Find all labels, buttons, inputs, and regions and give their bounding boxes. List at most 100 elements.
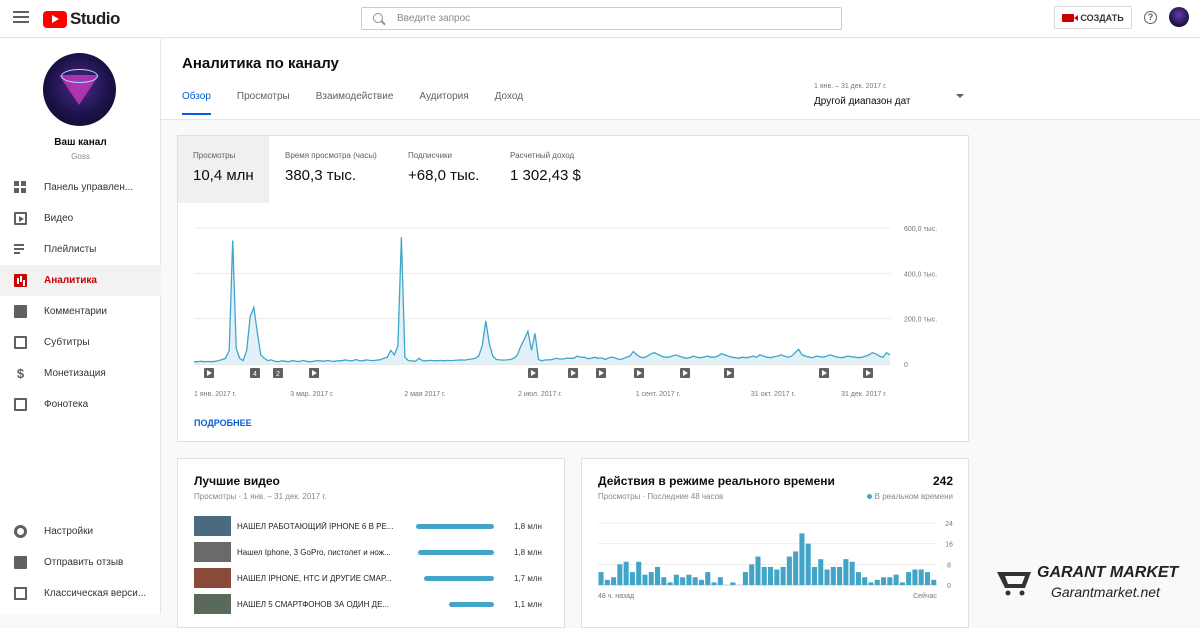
sidebar-item-audio-library[interactable]: Фонотека xyxy=(0,389,161,420)
tab-views[interactable]: Просмотры xyxy=(236,91,290,102)
analytics-header: Аналитика по каналу Обзор Просмотры Взаи… xyxy=(161,39,1200,120)
tab-audience[interactable]: Аудитория xyxy=(419,91,469,102)
realtime-bar xyxy=(799,533,805,585)
sidebar-item-subtitles[interactable]: Субтитры xyxy=(0,327,161,358)
tab-revenue[interactable]: Доход xyxy=(494,91,524,102)
views-area xyxy=(194,237,890,364)
views-bar xyxy=(448,602,494,607)
realtime-bar xyxy=(805,543,811,585)
date-range-picker[interactable]: 1 янв. – 31 дек. 2017 г. Другой диапазон… xyxy=(814,83,964,107)
x-tick-label: 31 дек. 2017 г. xyxy=(841,391,887,398)
list-item[interactable]: НАШЕЛ IPHONE, HTC И ДРУГИЕ СМАР... 1,7 м… xyxy=(194,568,554,588)
channel-avatar[interactable] xyxy=(43,53,116,126)
metric-views[interactable]: Просмотры 10,4 млн xyxy=(178,136,269,203)
tab-engagement[interactable]: Взаимодействие xyxy=(315,91,394,102)
realtime-bar xyxy=(811,566,818,585)
x-tick-label: Сейчас xyxy=(913,592,937,600)
realtime-bar xyxy=(661,577,667,585)
sidebar-item-comments[interactable]: Комментарии xyxy=(0,296,161,327)
realtime-bar xyxy=(667,582,673,585)
channel-handle: Goss xyxy=(71,152,90,161)
sidebar-item-settings[interactable]: Настройки xyxy=(0,516,161,547)
youtube-play-icon xyxy=(43,10,67,28)
realtime-bar xyxy=(893,574,899,585)
create-button[interactable]: СОЗДАТЬ xyxy=(1054,6,1132,29)
hamburger-menu-icon[interactable] xyxy=(13,11,29,25)
video-thumbnail xyxy=(194,542,231,562)
metric-label: Время просмотра (часы) xyxy=(285,151,377,160)
realtime-title: Действия в режиме реального времени xyxy=(598,474,835,488)
video-icon xyxy=(14,212,27,225)
metric-revenue[interactable]: Расчетный доход 1 302,43 $ xyxy=(495,136,615,203)
tab-overview[interactable]: Обзор xyxy=(182,91,211,115)
metric-subscribers[interactable]: Подписчики +68,0 тыс. xyxy=(393,136,493,203)
play-icon xyxy=(571,370,576,376)
account-avatar[interactable] xyxy=(1169,7,1189,27)
date-range-dates: 1 янв. – 31 дек. 2017 г. xyxy=(814,83,887,90)
metric-watch-time[interactable]: Время просмотра (часы) 380,3 тыс. xyxy=(270,136,392,203)
more-link[interactable]: ПОДРОБНЕЕ xyxy=(194,418,252,428)
video-title: НАШЕЛ РАБОТАЮЩИЙ IPHONE 6 В РЕ... xyxy=(237,522,394,531)
watermark-line1: GARANT MARKET xyxy=(1037,564,1179,581)
cart-logo-icon xyxy=(997,572,1031,596)
realtime-bar xyxy=(868,582,874,585)
dollar-icon: $ xyxy=(16,366,25,381)
realtime-bar xyxy=(692,577,698,585)
realtime-bar xyxy=(855,572,861,585)
sidebar-bottom-nav: Настройки Отправить отзыв Классическая в… xyxy=(0,516,161,609)
sidebar-item-video[interactable]: Видео xyxy=(0,203,161,234)
top-bar: Studio СОЗДАТЬ ? xyxy=(0,0,1200,38)
search-input[interactable] xyxy=(397,13,817,24)
realtime-bar xyxy=(830,566,836,585)
list-item[interactable]: НАШЕЛ 5 СМАРТФОНОВ ЗА ОДИН ДЕ... 1,1 млн xyxy=(194,594,554,614)
realtime-bar xyxy=(711,582,717,585)
realtime-bar xyxy=(686,574,692,585)
search-icon xyxy=(373,12,385,25)
metric-label: Просмотры xyxy=(193,151,236,160)
sidebar-item-label: Субтитры xyxy=(44,337,90,348)
sidebar-item-analytics[interactable]: Аналитика xyxy=(0,265,161,296)
channel-name: Ваш канал xyxy=(54,137,107,148)
realtime-bar xyxy=(742,572,748,585)
sidebar-item-monetization[interactable]: $ Монетизация xyxy=(0,358,161,389)
sidebar-item-feedback[interactable]: Отправить отзыв xyxy=(0,547,161,578)
play-icon xyxy=(683,370,688,376)
realtime-bar xyxy=(749,564,755,585)
y-tick-label: 200,0 тыс. xyxy=(904,317,937,324)
dashboard-icon xyxy=(14,181,27,194)
studio-logo[interactable]: Studio xyxy=(43,9,120,29)
video-thumbnail xyxy=(194,516,231,536)
watermark-line2: Garantmarket.net xyxy=(1051,584,1160,600)
realtime-bar xyxy=(843,559,849,585)
x-tick-label: 3 мар. 2017 г. xyxy=(290,391,334,398)
realtime-bar xyxy=(912,569,918,585)
realtime-bar xyxy=(730,582,736,585)
sidebar-item-playlists[interactable]: Плейлисты xyxy=(0,234,161,265)
realtime-count: 242 xyxy=(932,474,953,488)
garant-market-watermark: GARANT MARKET Garantmarket.net xyxy=(993,558,1198,606)
realtime-bar xyxy=(705,572,711,585)
classic-icon xyxy=(14,587,27,600)
sidebar-item-classic[interactable]: Классическая верси... xyxy=(0,578,161,609)
realtime-bar xyxy=(881,577,887,585)
play-icon xyxy=(866,370,871,376)
x-tick-label: 1 янв. 2017 г. xyxy=(194,391,236,398)
list-item[interactable]: НАШЕЛ РАБОТАЮЩИЙ IPHONE 6 В РЕ... 1,8 мл… xyxy=(194,516,554,536)
help-icon[interactable]: ? xyxy=(1144,11,1157,24)
realtime-bar xyxy=(899,582,905,585)
video-thumbnail xyxy=(194,594,231,614)
list-item[interactable]: Нашел Iphone, 3 GoPro, пистолет и нож...… xyxy=(194,542,554,562)
live-label-text: В реальном времени xyxy=(874,492,953,501)
metric-value: 1 302,43 $ xyxy=(510,167,581,184)
realtime-bar xyxy=(655,566,661,585)
realtime-bar xyxy=(887,577,893,585)
caret-down-icon xyxy=(956,94,964,98)
y-tick-label: 0 xyxy=(904,362,908,369)
audio-library-icon xyxy=(14,398,27,411)
sidebar-item-label: Видео xyxy=(44,213,74,224)
overview-card: Просмотры 10,4 млн Время просмотра (часы… xyxy=(177,135,969,442)
logo-text: Studio xyxy=(70,9,120,28)
search-bar[interactable] xyxy=(361,7,842,30)
sidebar-item-dashboard[interactable]: Панель управлен... xyxy=(0,172,161,203)
realtime-bar xyxy=(906,572,912,585)
